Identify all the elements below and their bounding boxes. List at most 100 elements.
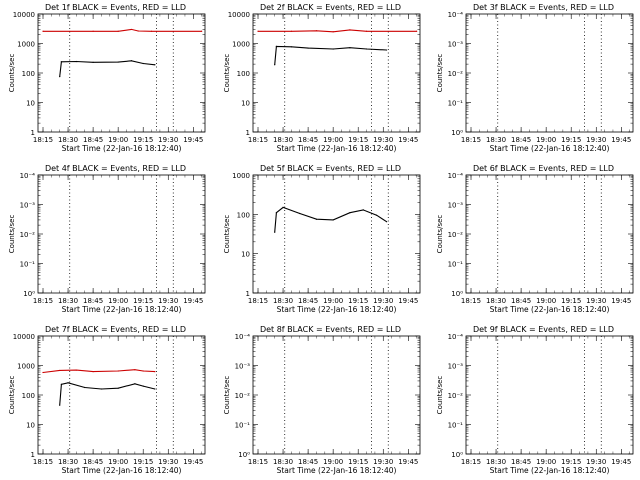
x-tick-label: 18:45 xyxy=(511,136,531,144)
series-point xyxy=(117,30,119,32)
x-tick-label: 18:30 xyxy=(486,136,506,144)
x-axis-label: Start Time (22-Jan-16 18:12:40) xyxy=(62,144,182,153)
x-tick-label: 19:00 xyxy=(536,458,556,466)
x-tick-label: 18:45 xyxy=(298,297,318,305)
x-tick-label: 19:30 xyxy=(586,297,606,305)
series-point xyxy=(84,386,86,389)
series-point xyxy=(349,47,351,49)
series-point xyxy=(416,30,418,32)
series-line-2 xyxy=(42,369,155,374)
y-tick-label: 10⁻⁴ xyxy=(235,333,251,341)
series-point xyxy=(332,31,334,33)
series-line-1 xyxy=(274,206,387,233)
series-point xyxy=(134,369,136,371)
series-line-2 xyxy=(258,29,417,33)
series-point xyxy=(386,49,388,51)
series-point xyxy=(130,28,133,31)
x-tick-label: 18:15 xyxy=(461,297,481,305)
y-axis-label: Counts/sec xyxy=(8,376,16,415)
x-tick-label: 19:15 xyxy=(133,136,153,144)
series-point xyxy=(67,382,69,384)
chart-title: Det 2f BLACK = Events, RED = LLD xyxy=(260,3,401,12)
series-point xyxy=(275,45,277,47)
series-point xyxy=(282,206,284,209)
y-tick-label: 1 xyxy=(31,129,35,137)
series-point xyxy=(75,60,78,63)
y-tick-label: 100 xyxy=(22,70,35,78)
series-point xyxy=(315,218,318,220)
x-tick-label: 18:30 xyxy=(273,136,293,144)
x-tick-label: 19:45 xyxy=(183,297,203,305)
y-tick-label: 10⁰ xyxy=(451,129,463,137)
x-tick-label: 19:15 xyxy=(133,458,153,466)
x-tick-label: 19:30 xyxy=(586,136,606,144)
x-tick-label: 18:30 xyxy=(486,297,506,305)
y-tick-label: 10⁻³ xyxy=(448,363,464,371)
x-tick-label: 19:00 xyxy=(323,136,343,144)
x-tick-label: 18:30 xyxy=(486,458,506,466)
series-line-1 xyxy=(59,60,155,77)
x-tick-label: 18:45 xyxy=(298,458,318,466)
y-axis-label: Counts/sec xyxy=(436,376,444,415)
series-point xyxy=(92,30,94,32)
y-tick-label: 10⁻¹ xyxy=(448,422,464,430)
y-tick-label: 10⁻³ xyxy=(235,363,251,371)
series-point xyxy=(59,404,61,406)
x-tick-label: 19:00 xyxy=(108,136,128,144)
x-tick-label: 18:45 xyxy=(511,297,531,305)
y-tick-label: 100 xyxy=(237,70,250,78)
y-tick-label: 10⁻¹ xyxy=(20,261,36,269)
y-tick-label: 10⁻⁴ xyxy=(448,333,464,341)
y-tick-label: 1 xyxy=(246,290,250,298)
y-axis-label: Counts/sec xyxy=(223,215,231,254)
series-point xyxy=(42,30,44,32)
y-tick-label: 100 xyxy=(22,392,35,400)
x-axis-label: Start Time (22-Jan-16 18:12:40) xyxy=(62,305,182,314)
x-tick-label: 18:30 xyxy=(58,458,78,466)
series-point xyxy=(307,47,309,49)
y-tick-label: 10⁰ xyxy=(451,290,463,298)
x-tick-label: 19:15 xyxy=(561,297,581,305)
series-point xyxy=(60,61,62,63)
chart-title: Det 8f BLACK = Events, RED = LLD xyxy=(260,325,401,334)
series-point xyxy=(349,212,351,214)
x-tick-label: 19:30 xyxy=(373,458,393,466)
y-tick-label: 10⁻³ xyxy=(20,202,36,210)
x-tick-label: 18:15 xyxy=(248,136,268,144)
series-point xyxy=(142,385,144,387)
x-tick-label: 19:45 xyxy=(398,458,418,466)
series-point xyxy=(117,387,119,389)
y-axis-label: Counts/sec xyxy=(436,215,444,254)
chart-title: Det 6f BLACK = Events, RED = LLD xyxy=(473,164,614,173)
x-tick-label: 19:00 xyxy=(323,458,343,466)
y-tick-label: 1 xyxy=(31,451,35,459)
y-tick-label: 100 xyxy=(237,211,250,219)
x-tick-label: 18:45 xyxy=(298,136,318,144)
plot-frame xyxy=(252,335,421,455)
y-tick-label: 10⁻¹ xyxy=(448,100,464,108)
y-tick-label: 10 xyxy=(26,100,35,108)
y-tick-label: 10 xyxy=(26,422,35,430)
series-point xyxy=(257,30,259,32)
x-tick-label: 19:30 xyxy=(158,297,178,305)
y-tick-label: 1000 xyxy=(232,41,250,49)
x-tick-label: 19:15 xyxy=(561,458,581,466)
x-axis-label: Start Time (22-Jan-16 18:12:40) xyxy=(490,305,610,314)
chart-title: Det 1f BLACK = Events, RED = LLD xyxy=(45,3,186,12)
x-tick-label: 18:45 xyxy=(83,297,103,305)
chart-title: Det 3f BLACK = Events, RED = LLD xyxy=(473,3,614,12)
series-point xyxy=(290,46,293,48)
series-point xyxy=(134,383,136,385)
y-axis-label: Counts/sec xyxy=(8,54,16,93)
series-point xyxy=(42,371,44,374)
x-tick-label: 19:00 xyxy=(323,297,343,305)
y-tick-label: 1000 xyxy=(17,363,35,371)
x-tick-label: 19:45 xyxy=(611,297,631,305)
x-tick-label: 19:00 xyxy=(108,458,128,466)
series-point xyxy=(92,61,94,63)
series-point xyxy=(274,64,276,66)
y-tick-label: 10⁰ xyxy=(238,451,250,459)
y-tick-label: 10⁻⁴ xyxy=(20,172,36,180)
y-tick-label: 10⁰ xyxy=(23,290,35,298)
x-tick-label: 19:30 xyxy=(158,136,178,144)
